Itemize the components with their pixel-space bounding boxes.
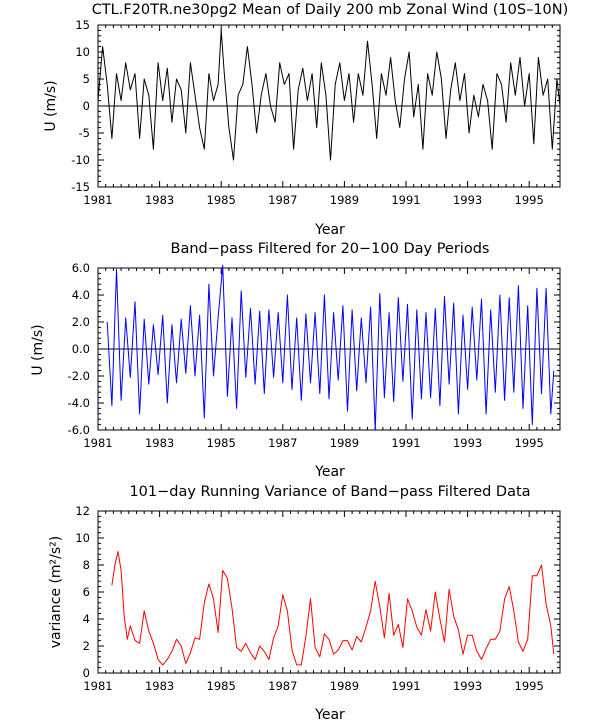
x-tick-label: 1983 xyxy=(145,679,174,693)
y-tick-label: 0.0 xyxy=(72,342,90,356)
x-tick-label: 1987 xyxy=(268,193,297,207)
x-tick-label: 1983 xyxy=(145,193,174,207)
y-axis-label: variance (m²/s²) xyxy=(48,536,64,649)
x-tick-label: 1987 xyxy=(268,436,297,450)
x-tick-label: 1995 xyxy=(515,679,544,693)
panel-running-variance: 101−day Running Variance of Band−pass Fi… xyxy=(48,484,561,723)
y-tick-label: 10 xyxy=(75,45,90,59)
y-tick-label: -2.0 xyxy=(68,369,90,383)
x-tick-label: 1989 xyxy=(330,193,359,207)
x-tick-label: 1993 xyxy=(453,193,482,207)
y-tick-label: 6 xyxy=(83,585,90,599)
x-tick-label: 1987 xyxy=(268,679,297,693)
x-tick-label: 1995 xyxy=(515,193,544,207)
x-axis-label: Year xyxy=(314,464,345,480)
x-tick-label: 1991 xyxy=(391,679,420,693)
panel-band-pass: Band−pass Filtered for 20−100 Day Period… xyxy=(30,241,561,480)
x-tick-label: 1995 xyxy=(515,436,544,450)
series-line xyxy=(97,29,561,161)
x-tick-label: 1981 xyxy=(83,679,112,693)
y-tick-label: 12 xyxy=(75,504,90,518)
y-tick-label: -5 xyxy=(79,126,90,140)
series-line xyxy=(111,551,555,666)
chart-title: 101−day Running Variance of Band−pass Fi… xyxy=(129,484,530,500)
y-tick-label: 4.0 xyxy=(72,288,90,302)
y-tick-label: 4 xyxy=(83,612,90,626)
y-tick-label: 15 xyxy=(75,18,90,32)
x-tick-label: 1989 xyxy=(330,436,359,450)
x-tick-label: 1981 xyxy=(83,436,112,450)
y-tick-label: -15 xyxy=(71,180,90,194)
plot-frame xyxy=(97,510,561,674)
axes: 1981 1983 1985 1987 1989 1991 1993 1995 -15 -10 -5… xyxy=(71,18,561,207)
chart-title: Band−pass Filtered for 20−100 Day Period… xyxy=(171,241,490,257)
x-tick-label: 1991 xyxy=(391,193,420,207)
y-tick-label: 0 xyxy=(83,666,90,680)
y-tick-label: 6.0 xyxy=(72,261,90,275)
series-line xyxy=(106,264,555,431)
x-tick-label: 1985 xyxy=(207,193,236,207)
x-tick-label: 1991 xyxy=(391,436,420,450)
y-tick-label: 10 xyxy=(75,531,90,545)
x-tick-label: 1985 xyxy=(207,436,236,450)
y-tick-label: -6.0 xyxy=(68,423,90,437)
y-tick-label: -10 xyxy=(71,153,90,167)
x-tick-label: 1983 xyxy=(145,436,174,450)
x-tick-label: 1993 xyxy=(453,436,482,450)
x-tick-label: 1981 xyxy=(83,193,112,207)
y-tick-label: 0 xyxy=(83,99,90,113)
y-axis-label: U (m/s) xyxy=(43,80,59,131)
chart-title: CTL.F20TR.ne30pg2 Mean of Daily 200 mb Z… xyxy=(92,2,569,18)
y-tick-label: -4.0 xyxy=(68,396,90,410)
panel-zonal-wind: CTL.F20TR.ne30pg2 Mean of Daily 200 mb Z… xyxy=(43,2,568,238)
axes: 1981 1983 1985 1987 1989 1991 1993 1995 -6.0 -4.0… xyxy=(68,261,561,450)
x-tick-label: 1985 xyxy=(207,679,236,693)
y-axis-label: U (m/s) xyxy=(30,324,46,375)
y-tick-label: 2.0 xyxy=(72,315,90,329)
axes: 1981 1983 1985 1987 1989 1991 1993 1995 0 2 4 6 8 10 1… xyxy=(75,504,561,693)
y-tick-label: 5 xyxy=(83,72,90,86)
x-tick-label: 1989 xyxy=(330,679,359,693)
x-axis-label: Year xyxy=(314,707,345,723)
y-tick-label: 2 xyxy=(83,639,90,653)
x-axis-label: Year xyxy=(314,222,345,238)
y-tick-label: 8 xyxy=(83,558,90,572)
x-tick-label: 1993 xyxy=(453,679,482,693)
